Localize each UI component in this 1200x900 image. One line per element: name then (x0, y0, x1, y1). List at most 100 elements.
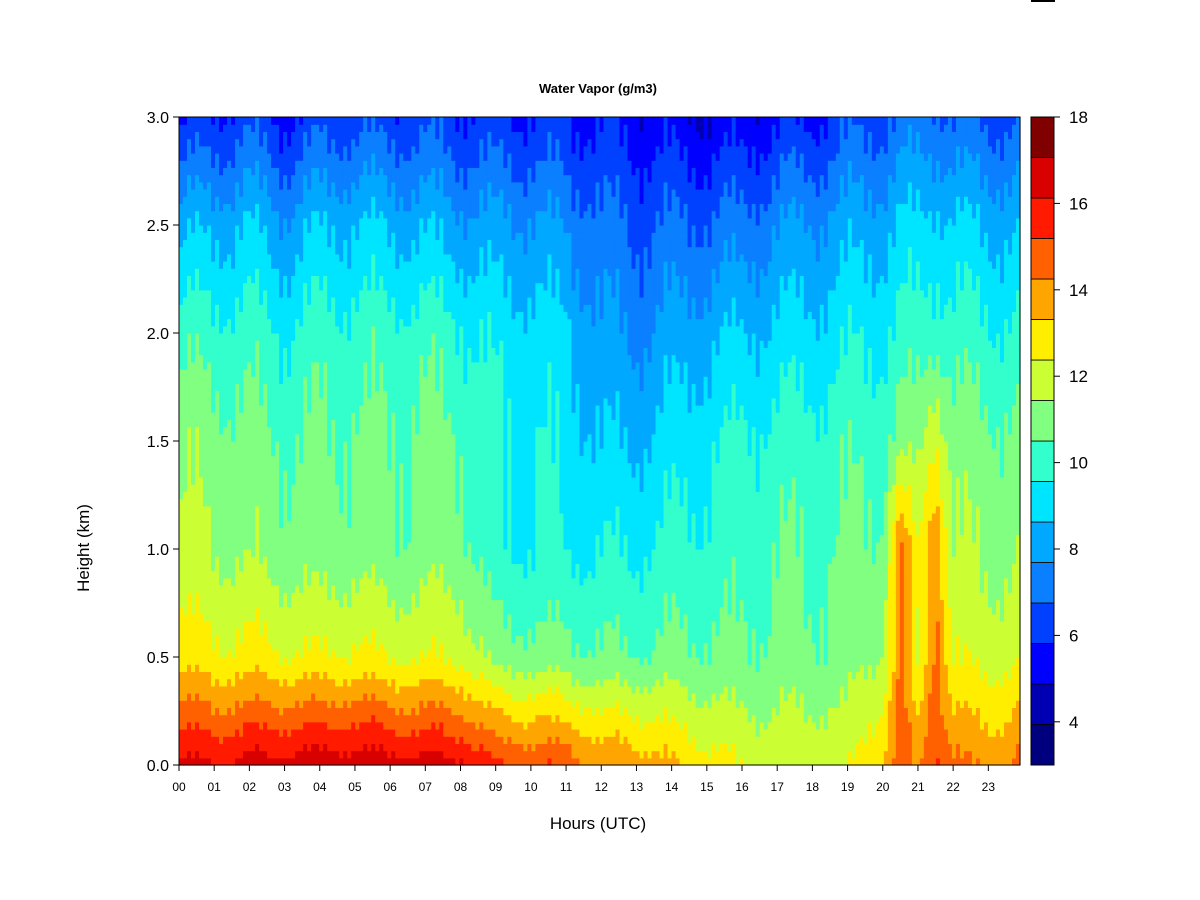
heatmap-cell (275, 570, 280, 579)
heatmap-cell (215, 275, 220, 284)
heatmap-cell (367, 333, 372, 341)
heatmap-cell (351, 318, 356, 327)
heatmap-cell (231, 577, 236, 586)
heatmap-cell (191, 325, 196, 334)
heatmap-cell (299, 131, 304, 140)
heatmap-cell (183, 124, 188, 132)
heatmap-cell (315, 145, 320, 154)
heatmap-cell (231, 642, 236, 651)
heatmap-cell (187, 217, 192, 226)
heatmap-cell (363, 693, 368, 701)
heatmap-cell (235, 232, 240, 240)
heatmap-cell (323, 685, 328, 694)
heatmap-cell (391, 606, 396, 615)
heatmap-cell (339, 239, 344, 248)
heatmap-cell (291, 678, 296, 687)
heatmap-cell (383, 347, 388, 356)
heatmap-cell (267, 491, 272, 500)
heatmap-cell (287, 153, 292, 161)
heatmap-cell (279, 333, 284, 341)
heatmap-cell (263, 376, 268, 384)
heatmap-cell (371, 606, 376, 615)
heatmap-cell (267, 606, 272, 615)
heatmap-cell (287, 743, 292, 752)
heatmap-cell (291, 160, 296, 168)
heatmap-cell (231, 268, 236, 276)
heatmap-cell (243, 657, 248, 665)
heatmap-cell (287, 455, 292, 464)
heatmap-cell (279, 412, 284, 420)
heatmap-cell (307, 203, 312, 212)
heatmap-cell (243, 145, 248, 154)
heatmap-cell (239, 268, 244, 276)
heatmap-cell (247, 527, 252, 536)
heatmap-cell (191, 282, 196, 291)
heatmap-cell (287, 491, 292, 500)
heatmap-cell (275, 707, 280, 716)
heatmap-cell (215, 117, 220, 125)
heatmap-cell (231, 462, 236, 471)
heatmap-cell (363, 181, 368, 190)
heatmap-cell (243, 311, 248, 320)
heatmap-cell (239, 181, 244, 190)
heatmap-cell (215, 649, 220, 658)
heatmap-cell (355, 649, 360, 658)
heatmap-cell (259, 333, 264, 341)
heatmap-cell (275, 448, 280, 456)
heatmap-cell (235, 433, 240, 442)
heatmap-cell (319, 376, 324, 384)
heatmap-cell (183, 145, 188, 154)
heatmap-cell (227, 174, 232, 183)
heatmap-cell (179, 311, 184, 320)
heatmap-cell (251, 527, 256, 536)
heatmap-cell (207, 189, 212, 197)
heatmap-cell (379, 599, 384, 608)
heatmap-cell (219, 700, 224, 708)
heatmap-cell (331, 635, 336, 644)
heatmap-cell (243, 693, 248, 701)
heatmap-cell (347, 412, 352, 420)
heatmap-cell (283, 160, 288, 168)
heatmap-cell (347, 397, 352, 406)
heatmap-cell (327, 167, 332, 176)
heatmap-cell (343, 721, 348, 730)
heatmap-cell (223, 325, 228, 334)
heatmap-cell (319, 635, 324, 644)
heatmap-cell (199, 441, 204, 449)
heatmap-cell (359, 534, 364, 543)
heatmap-cell (295, 527, 300, 536)
heatmap-cell (275, 606, 280, 615)
heatmap-cell (295, 253, 300, 262)
heatmap-cell (311, 275, 316, 284)
heatmap-cell (283, 513, 288, 521)
heatmap-cell (279, 189, 284, 197)
heatmap-cell (363, 390, 368, 399)
heatmap-cell (347, 354, 352, 363)
heatmap-cell (203, 153, 208, 161)
heatmap-cell (363, 376, 368, 384)
heatmap-cell (211, 131, 216, 140)
heatmap-cell (195, 210, 200, 219)
heatmap-cell (315, 289, 320, 298)
heatmap-cell (299, 477, 304, 485)
heatmap-cell (379, 462, 384, 471)
heatmap-cell (307, 210, 312, 219)
heatmap-cell (379, 369, 384, 377)
heatmap-cell (311, 318, 316, 327)
heatmap-cell (251, 167, 256, 176)
heatmap-cell (303, 707, 308, 716)
heatmap-cell (331, 383, 336, 392)
heatmap-cell (187, 354, 192, 363)
heatmap-cell (379, 721, 384, 730)
heatmap-cell (247, 361, 252, 370)
heatmap-cell (275, 297, 280, 305)
heatmap-cell (335, 563, 340, 572)
heatmap-cell (271, 261, 276, 269)
heatmap-cell (279, 196, 284, 204)
heatmap-cell (223, 484, 228, 492)
heatmap-cell (239, 455, 244, 464)
heatmap-cell (259, 577, 264, 586)
heatmap-cell (179, 181, 184, 190)
heatmap-cell (231, 239, 236, 248)
heatmap-cell (327, 606, 332, 615)
